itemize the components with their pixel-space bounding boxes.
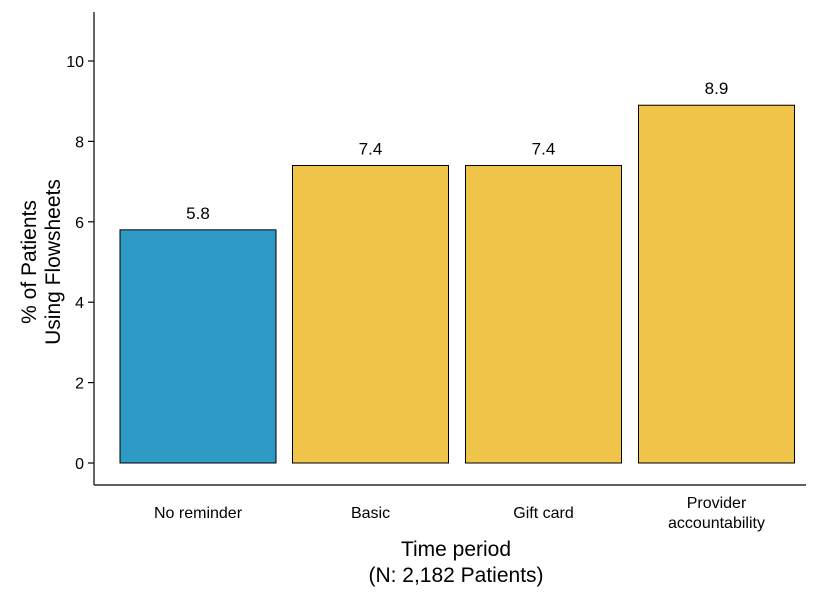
x-tick-label-2: Gift card xyxy=(513,505,573,522)
x-axis-title: Time period (N: 2,182 Patients) xyxy=(368,538,543,587)
x-tick-labels-group: No reminder Basic Gift card Provider account… xyxy=(154,495,765,532)
y-tick-label-4: 8 xyxy=(75,134,84,151)
bar-2 xyxy=(465,165,622,464)
x-tick-label-3: Provider accountability xyxy=(668,495,765,532)
data-label-1: 7.4 xyxy=(359,140,383,159)
data-labels-group: 5.8 7.4 7.4 8.9 xyxy=(186,79,728,223)
y-ticks-group: 0 2 4 6 8 10 xyxy=(66,54,94,473)
y-tick-label-3: 6 xyxy=(75,215,84,232)
y-tick-label-2: 4 xyxy=(75,295,84,312)
data-label-0: 5.8 xyxy=(186,204,210,223)
bars-group xyxy=(119,104,795,464)
y-tick-label-1: 2 xyxy=(75,376,84,393)
y-axis-title: % of PatientsUsing Flowsheets xyxy=(18,179,65,345)
y-tick-label-5: 10 xyxy=(66,54,84,71)
y-tick-label-0: 0 xyxy=(75,456,84,473)
bar-3 xyxy=(638,104,795,464)
bar-0 xyxy=(119,229,277,464)
data-label-2: 7.4 xyxy=(532,140,556,159)
data-label-3: 8.9 xyxy=(705,79,729,98)
x-tick-label-1: Basic xyxy=(351,505,390,522)
x-tick-label-0: No reminder xyxy=(154,505,243,522)
bar-1 xyxy=(292,165,449,464)
